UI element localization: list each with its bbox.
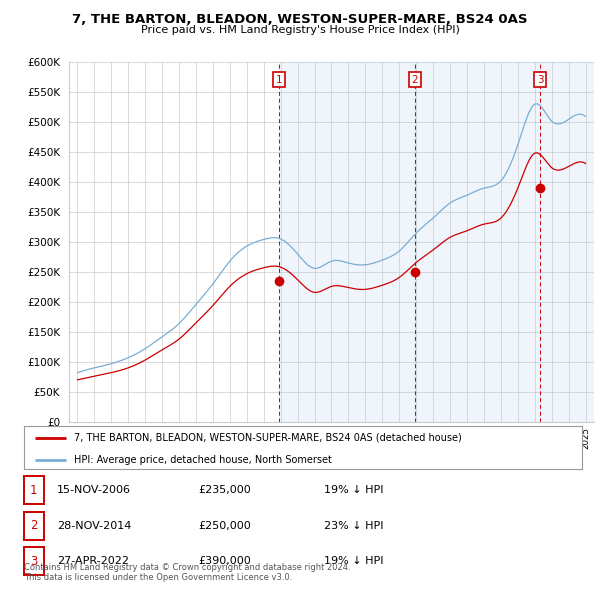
Bar (540, 62, 594, 422)
Text: £250,000: £250,000 (198, 521, 251, 530)
Text: 7, THE BARTON, BLEADON, WESTON-SUPER-MARE, BS24 0AS: 7, THE BARTON, BLEADON, WESTON-SUPER-MAR… (72, 13, 528, 26)
Text: Price paid vs. HM Land Registry's House Price Index (HPI): Price paid vs. HM Land Registry's House … (140, 25, 460, 35)
Text: 1: 1 (275, 74, 282, 84)
Text: 2: 2 (30, 519, 38, 532)
Text: 7, THE BARTON, BLEADON, WESTON-SUPER-MARE, BS24 0AS (detached house): 7, THE BARTON, BLEADON, WESTON-SUPER-MAR… (74, 432, 462, 442)
Text: 1: 1 (30, 484, 38, 497)
Text: £235,000: £235,000 (198, 486, 251, 495)
Text: 3: 3 (537, 74, 544, 84)
Bar (278, 62, 415, 422)
Text: 28-NOV-2014: 28-NOV-2014 (57, 521, 131, 530)
Text: £390,000: £390,000 (198, 556, 251, 566)
Text: 19% ↓ HPI: 19% ↓ HPI (324, 556, 383, 566)
Text: 3: 3 (30, 555, 38, 568)
Bar (415, 62, 540, 422)
Text: 15-NOV-2006: 15-NOV-2006 (57, 486, 131, 495)
Text: 27-APR-2022: 27-APR-2022 (57, 556, 129, 566)
Text: 2: 2 (412, 74, 418, 84)
Text: 19% ↓ HPI: 19% ↓ HPI (324, 486, 383, 495)
Text: HPI: Average price, detached house, North Somerset: HPI: Average price, detached house, Nort… (74, 454, 332, 464)
Text: 23% ↓ HPI: 23% ↓ HPI (324, 521, 383, 530)
Text: Contains HM Land Registry data © Crown copyright and database right 2024.
This d: Contains HM Land Registry data © Crown c… (24, 563, 350, 582)
